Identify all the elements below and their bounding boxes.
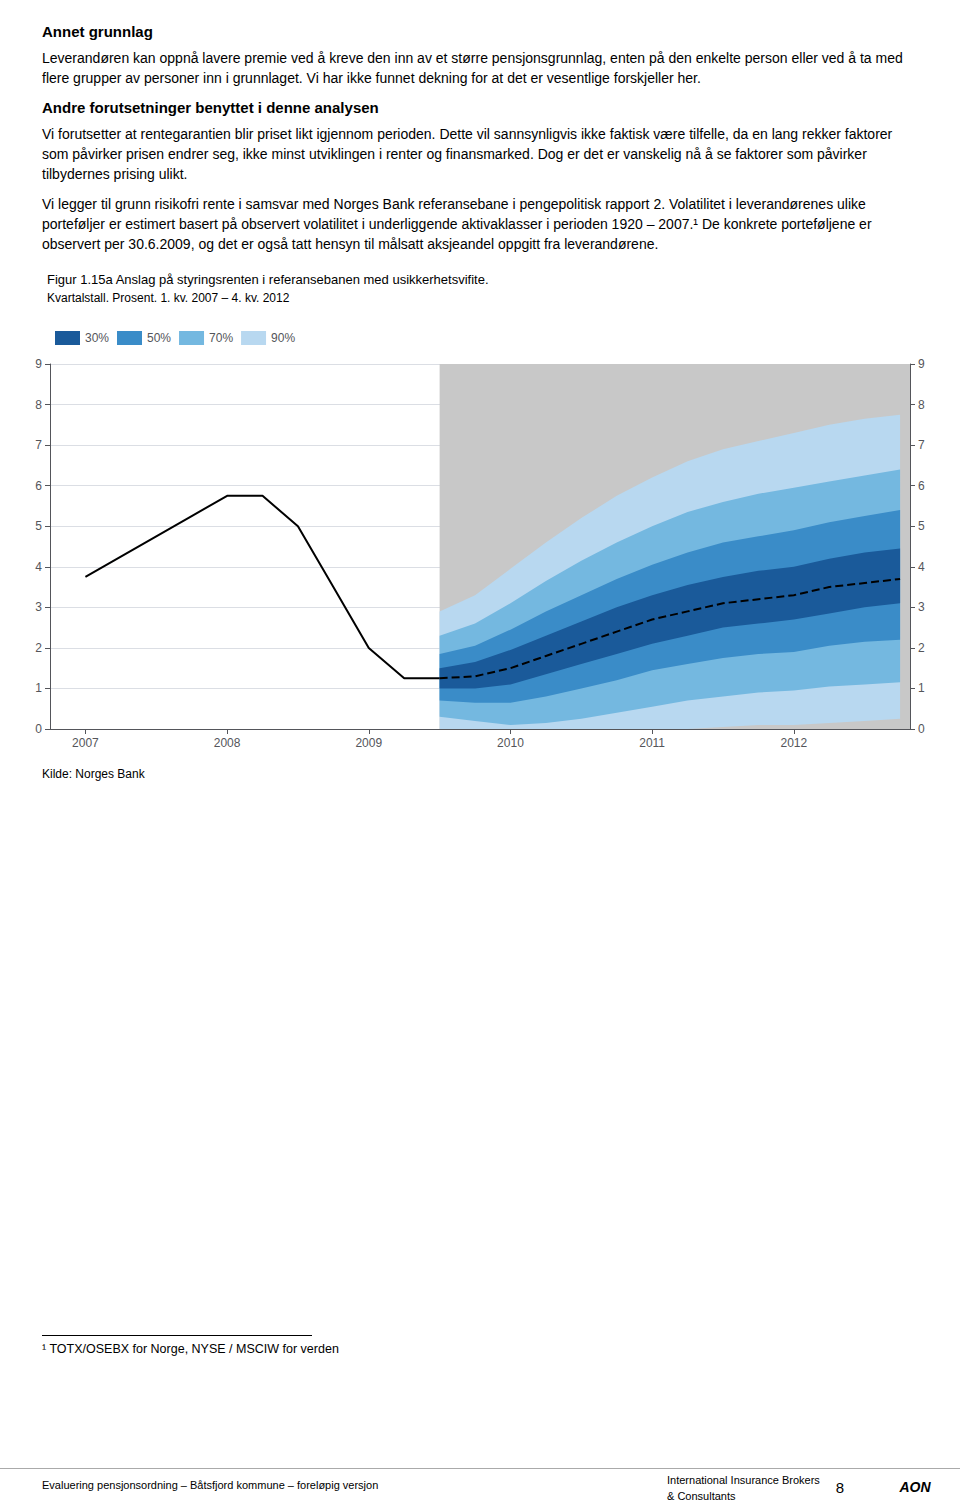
html-text:8: 8 [835, 1479, 845, 1496]
svg-text:90%: 90% [271, 331, 295, 345]
html-text:¹ TOTX/OSEBX for Norge, NYSE /: ¹ TOTX/OSEBX for Norge, NYSE / MSCIW for… [42, 1342, 339, 1356]
svg-text:8: 8 [35, 398, 42, 412]
svg-text:8: 8 [918, 398, 925, 412]
svg-text:4: 4 [918, 560, 925, 574]
svg-text:2007: 2007 [72, 736, 99, 750]
svg-text:2: 2 [918, 641, 925, 655]
svg-text:Figur 1.15a Anslag på styrings: Figur 1.15a Anslag på styringsrenten i r… [47, 272, 489, 287]
html-text:Evaluering pensjonsordning – B: Evaluering pensjonsordning – Båtsfjord k… [42, 1479, 379, 1491]
svg-text:2008: 2008 [214, 736, 241, 750]
html-text:Vi forutsetter at rentegaranti: Vi forutsetter at rentegarantien blir pr… [42, 126, 893, 182]
svg-text:7: 7 [918, 438, 925, 452]
svg-text:5: 5 [35, 519, 42, 533]
svg-text:3: 3 [918, 600, 925, 614]
html-text:& Consultants: & Consultants [667, 1490, 736, 1502]
svg-text:50%: 50% [147, 331, 171, 345]
svg-text:6: 6 [918, 479, 925, 493]
svg-text:4: 4 [35, 560, 42, 574]
html-text:International Insurance Broker: International Insurance Brokers [667, 1474, 820, 1486]
svg-text:1: 1 [35, 681, 42, 695]
html-text:Vi legger til grunn risikofri: Vi legger til grunn risikofri rente i sa… [42, 196, 872, 252]
svg-text:2012: 2012 [780, 736, 807, 750]
svg-text:5: 5 [918, 519, 925, 533]
svg-text:9: 9 [918, 357, 925, 371]
svg-text:3: 3 [35, 600, 42, 614]
html-text:Andre forutsetninger benyttet: Andre forutsetninger benyttet i denne an… [42, 99, 379, 116]
html-text:Leverandøren kan oppnå lavere: Leverandøren kan oppnå lavere premie ved… [42, 50, 903, 86]
html-text:Kilde: Norges Bank: Kilde: Norges Bank [42, 767, 145, 781]
svg-text:Kvartalstall. Prosent. 1. kv.: Kvartalstall. Prosent. 1. kv. 2007 – 4. … [47, 291, 290, 305]
svg-text:1: 1 [918, 681, 925, 695]
html-text:AON: AON [899, 1479, 931, 1495]
svg-text:7: 7 [35, 438, 42, 452]
svg-text:9: 9 [35, 357, 42, 371]
svg-text:2011: 2011 [639, 736, 665, 750]
svg-text:2010: 2010 [497, 736, 524, 750]
svg-text:2: 2 [35, 641, 42, 655]
svg-text:2009: 2009 [355, 736, 382, 750]
svg-text:30%: 30% [85, 331, 109, 345]
svg-text:70%: 70% [209, 331, 233, 345]
html-text:Annet grunnlag: Annet grunnlag [42, 23, 153, 40]
svg-text:0: 0 [35, 722, 42, 736]
svg-text:0: 0 [918, 722, 925, 736]
svg-text:6: 6 [35, 479, 42, 493]
